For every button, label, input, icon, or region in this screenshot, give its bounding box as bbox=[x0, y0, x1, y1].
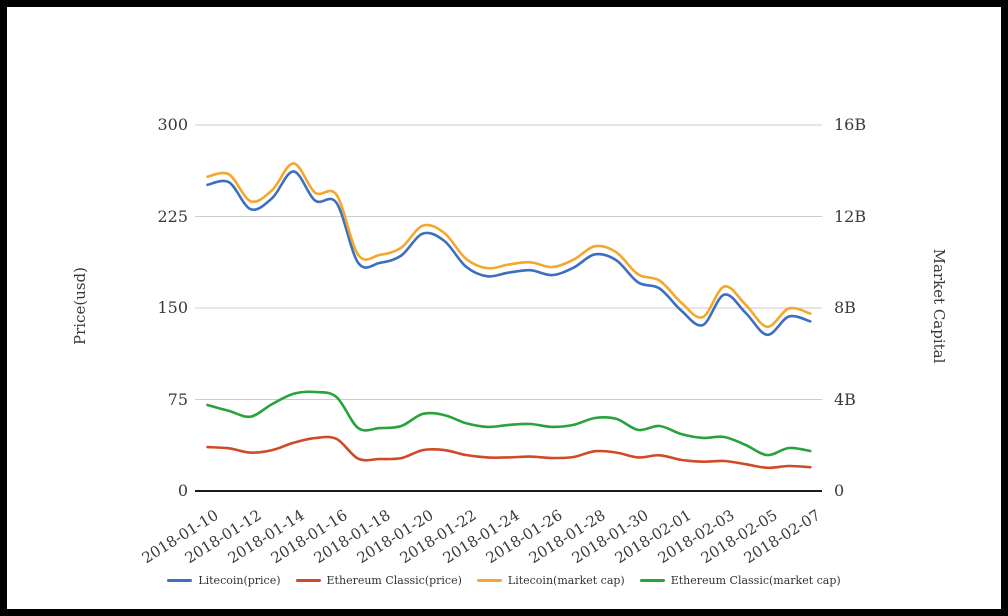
series-line-litecoin-market-cap- bbox=[206, 162, 812, 329]
right-tick-label: 8B bbox=[834, 298, 856, 317]
legend-label: Ethereum Classic(price) bbox=[326, 574, 462, 587]
left-tick-label: 75 bbox=[167, 389, 188, 409]
legend-swatch-icon bbox=[476, 579, 502, 582]
right-tick-label: 16B bbox=[834, 115, 867, 134]
legend-item-ethereum-classic-price-: Ethereum Classic(price) bbox=[295, 574, 462, 587]
left-tick-label: 300 bbox=[157, 115, 188, 134]
legend-swatch-icon bbox=[639, 579, 665, 582]
legend-label: Litecoin(price) bbox=[198, 574, 281, 587]
series-line-ethereum-classic-market-cap- bbox=[206, 390, 812, 457]
left-tick-label: 225 bbox=[157, 206, 188, 226]
left-tick-label: 150 bbox=[157, 298, 188, 317]
legend-swatch-icon bbox=[295, 579, 321, 582]
series-line-litecoin-price- bbox=[206, 170, 812, 337]
right-tick-label: 12B bbox=[834, 206, 867, 226]
legend-label: Ethereum Classic(market cap) bbox=[670, 574, 841, 587]
legend-item-litecoin-price-: Litecoin(price) bbox=[167, 574, 281, 587]
right-tick-label: 4B bbox=[834, 389, 856, 409]
legend-item-litecoin-market-cap-: Litecoin(market cap) bbox=[476, 574, 625, 587]
legend-label: Litecoin(market cap) bbox=[507, 574, 625, 587]
right-tick-label: 0 bbox=[834, 481, 845, 500]
legend: Litecoin(price) Ethereum Classic(price) Li… bbox=[0, 574, 1008, 587]
legend-swatch-icon bbox=[167, 579, 193, 582]
left-axis-title: Price(usd) bbox=[71, 266, 89, 346]
left-tick-label: 0 bbox=[177, 481, 188, 500]
legend-item-ethereum-classic-market-cap-: Ethereum Classic(market cap) bbox=[639, 574, 841, 587]
right-axis-title: Market Capital bbox=[930, 248, 948, 364]
series-line-ethereum-classic-price- bbox=[206, 435, 812, 470]
